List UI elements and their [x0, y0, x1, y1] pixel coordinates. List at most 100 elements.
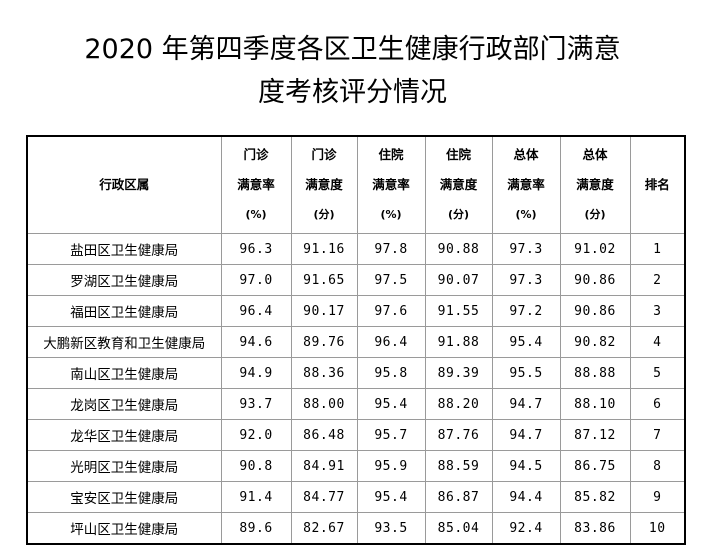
cell-region: 盐田区卫生健康局: [26, 233, 222, 265]
cell-inpatient-score: 90.88: [424, 233, 493, 265]
header-overall-score-line: 总体: [582, 147, 608, 162]
cell-outpatient-score: 89.76: [290, 326, 358, 358]
cell-rank: 10: [629, 512, 686, 545]
cell-rank: 7: [629, 419, 686, 451]
table-row: 罗湖区卫生健康局 97.0 91.65 97.5 90.07 97.3 90.86 2: [26, 264, 686, 296]
cell-region: 大鹏新区教育和卫生健康局: [26, 326, 222, 358]
cell-rank: 5: [629, 357, 686, 389]
cell-rank: 6: [629, 388, 686, 420]
table-row: 南山区卫生健康局 94.9 88.36 95.8 89.39 95.5 88.88 5: [26, 357, 686, 389]
header-outpatient-rate-line: 门诊: [243, 147, 269, 162]
cell-rank: 2: [629, 264, 686, 296]
cell-outpatient-score: 86.48: [290, 419, 358, 451]
cell-inpatient-rate: 95.8: [356, 357, 426, 389]
cell-overall-rate: 95.5: [491, 357, 561, 389]
header-outpatient-rate-line: (%): [245, 208, 267, 221]
cell-inpatient-rate: 93.5: [356, 512, 426, 545]
cell-overall-rate: 94.7: [491, 419, 561, 451]
cell-overall-score: 85.82: [559, 481, 631, 513]
cell-overall-rate: 97.2: [491, 295, 561, 327]
cell-outpatient-score: 90.17: [290, 295, 358, 327]
header-rank-line: 排名: [644, 177, 670, 192]
header-outpatient-score-line: (分): [313, 208, 335, 221]
cell-outpatient-rate: 94.9: [220, 357, 292, 389]
cell-inpatient-score: 88.59: [424, 450, 493, 482]
header-inpatient-rate-line: (%): [380, 208, 402, 221]
table-row: 宝安区卫生健康局 91.4 84.77 95.4 86.87 94.4 85.82 9: [26, 481, 686, 513]
cell-outpatient-rate: 97.0: [220, 264, 292, 296]
cell-overall-rate: 94.5: [491, 450, 561, 482]
cell-overall-score: 87.12: [559, 419, 631, 451]
cell-overall-rate: 95.4: [491, 326, 561, 358]
header-rank: 排名: [629, 135, 686, 234]
cell-inpatient-rate: 95.4: [356, 388, 426, 420]
cell-overall-score: 90.82: [559, 326, 631, 358]
cell-outpatient-score: 84.91: [290, 450, 358, 482]
cell-overall-rate: 94.7: [491, 388, 561, 420]
cell-rank: 4: [629, 326, 686, 358]
cell-inpatient-score: 91.88: [424, 326, 493, 358]
table-row: 龙华区卫生健康局 92.0 86.48 95.7 87.76 94.7 87.12 7: [26, 419, 686, 451]
page-title-line-1: 2020 年第四季度各区卫生健康行政部门满意: [84, 34, 621, 65]
cell-overall-rate: 92.4: [491, 512, 561, 545]
header-overall-rate-line: (%): [515, 208, 537, 221]
cell-region: 光明区卫生健康局: [26, 450, 222, 482]
cell-region: 福田区卫生健康局: [26, 295, 222, 327]
cell-inpatient-score: 88.20: [424, 388, 493, 420]
header-inpatient-score-line: (分): [447, 208, 470, 221]
header-region: 行政区属: [26, 135, 222, 234]
cell-inpatient-score: 86.87: [424, 481, 493, 513]
cell-overall-score: 90.86: [559, 264, 631, 296]
cell-region: 南山区卫生健康局: [26, 357, 222, 389]
page-title-line-2: 度考核评分情况: [258, 77, 447, 108]
cell-rank: 1: [629, 233, 686, 265]
cell-rank: 3: [629, 295, 686, 327]
cell-outpatient-rate: 94.6: [220, 326, 292, 358]
cell-outpatient-score: 91.65: [290, 264, 358, 296]
header-outpatient-rate: 门诊满意率 (%): [220, 135, 292, 234]
cell-inpatient-score: 90.07: [424, 264, 493, 296]
cell-rank: 8: [629, 450, 686, 482]
header-overall-score-line: 满意度: [576, 177, 614, 192]
cell-outpatient-score: 88.00: [290, 388, 358, 420]
header-inpatient-rate-line: 住院: [378, 147, 404, 162]
table-row: 大鹏新区教育和卫生健康局 94.6 89.76 96.4 91.88 95.4 90.82 4: [26, 326, 686, 358]
cell-overall-score: 83.86: [559, 512, 631, 545]
table-row: 盐田区卫生健康局 96.3 91.16 97.8 90.88 97.3 91.02 1: [26, 233, 686, 265]
cell-inpatient-rate: 97.8: [356, 233, 426, 265]
cell-outpatient-rate: 96.4: [220, 295, 292, 327]
header-overall-score-line: (分): [584, 208, 606, 221]
table-row: 龙岗区卫生健康局 93.7 88.00 95.4 88.20 94.7 88.10 6: [26, 388, 686, 420]
cell-outpatient-score: 84.77: [290, 481, 358, 513]
table-row: 福田区卫生健康局 96.4 90.17 97.6 91.55 97.2 90.86 3: [26, 295, 686, 327]
cell-overall-score: 88.10: [559, 388, 631, 420]
table-row: 光明区卫生健康局 90.8 84.91 95.9 88.59 94.5 86.75 8: [26, 450, 686, 482]
cell-region: 罗湖区卫生健康局: [26, 264, 222, 296]
header-inpatient-rate: 住院 满意率 (%): [356, 135, 426, 234]
satisfaction-score-table: 行政区属 门诊 满意率 (%) 门诊 满意度 (分) 住院 满意率 (%) 住院 满意度 (分) 总体 满意…: [26, 135, 686, 545]
cell-inpatient-score: 85.04: [424, 512, 493, 545]
table-header-row: 行政区属 门诊 满意率 (%) 门诊 满意度 (分) 住院 满意率 (%) 住院 满意度 (分) 总体 满意…: [26, 135, 686, 234]
cell-outpatient-rate: 91.4: [220, 481, 292, 513]
cell-outpatient-rate: 96.3: [220, 233, 292, 265]
header-outpatient-rate-line: 满意率: [237, 177, 275, 192]
cell-inpatient-rate: 95.9: [356, 450, 426, 482]
table-row: 坪山区卫生健康局 89.6 82.67 93.5 85.04 92.4 83.86 10: [26, 512, 686, 545]
header-inpatient-score-line: 住院: [445, 147, 471, 162]
cell-inpatient-rate: 97.5: [356, 264, 426, 296]
cell-overall-rate: 97.3: [491, 264, 561, 296]
cell-region: 龙岗区卫生健康局: [26, 388, 222, 420]
cell-region: 坪山区卫生健康局: [26, 512, 222, 545]
cell-inpatient-score: 91.55: [424, 295, 493, 327]
cell-outpatient-score: 82.67: [290, 512, 358, 545]
cell-overall-score: 88.88: [559, 357, 631, 389]
cell-inpatient-rate: 96.4: [356, 326, 426, 358]
header-overall-rate-line: 总体: [513, 147, 539, 162]
header-inpatient-score-line: 满意度: [439, 177, 478, 192]
cell-region: 龙华区卫生健康局: [26, 419, 222, 451]
cell-inpatient-rate: 95.7: [356, 419, 426, 451]
header-outpatient-score: 门诊 满意度 (分): [290, 135, 358, 234]
cell-outpatient-score: 88.36: [290, 357, 358, 389]
cell-rank: 9: [629, 481, 686, 513]
cell-overall-score: 91.02: [559, 233, 631, 265]
